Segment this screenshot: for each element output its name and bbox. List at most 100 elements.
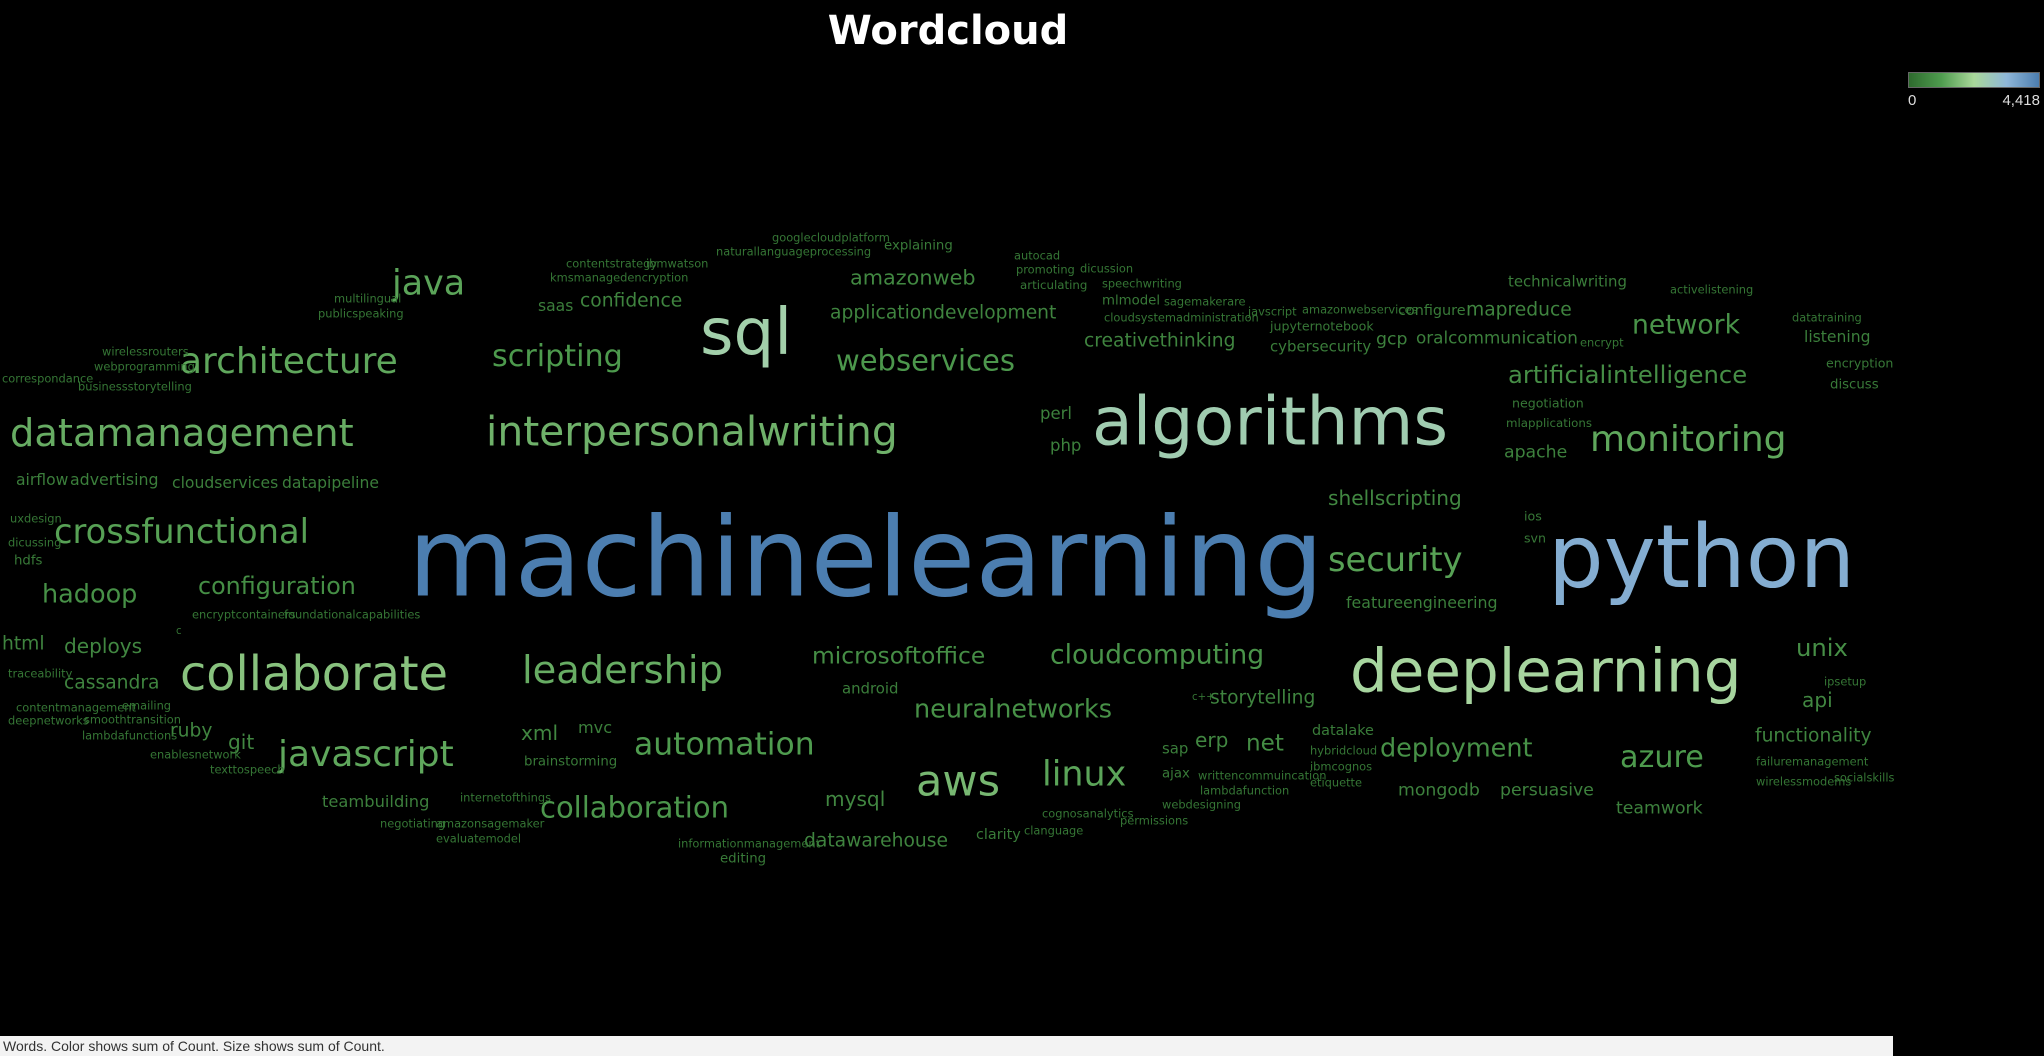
word-cloudservices[interactable]: cloudservices (172, 474, 279, 493)
word-dicussion[interactable]: dicussion (1080, 261, 1134, 276)
word-html[interactable]: html (2, 633, 45, 655)
word-ibmcognos[interactable]: ibmcognos (1310, 759, 1373, 774)
word-teambuilding[interactable]: teambuilding (322, 791, 430, 811)
word-net[interactable]: net (1246, 730, 1284, 757)
word-mongodb[interactable]: mongodb (1398, 780, 1480, 801)
word-php[interactable]: php (1050, 435, 1082, 455)
word-javascript[interactable]: javascript (278, 734, 454, 775)
word-etiquette[interactable]: etiquette (1310, 775, 1363, 790)
word-encryptcontainers[interactable]: encryptcontainers (192, 607, 296, 622)
word-uxdesign[interactable]: uxdesign (10, 511, 62, 526)
word-c-[interactable]: c++ (1192, 691, 1215, 703)
word-naturallanguageprocessing[interactable]: naturallanguageprocessing (716, 244, 872, 259)
word-saas[interactable]: saas (538, 297, 574, 316)
word-shellscripting[interactable]: shellscripting (1328, 485, 1462, 510)
word-lambdafunctions[interactable]: lambdafunctions (82, 728, 178, 743)
word-jupyternotebook[interactable]: jupyternotebook (1270, 318, 1374, 334)
word-texttospeech[interactable]: texttospeech (210, 762, 285, 777)
word-ruby[interactable]: ruby (170, 720, 213, 742)
word-cloudcomputing[interactable]: cloudcomputing (1050, 639, 1265, 671)
word-functionality[interactable]: functionality (1755, 725, 1872, 747)
word-webservices[interactable]: webservices (836, 343, 1015, 378)
word-cognosanalytics[interactable]: cognosanalytics (1042, 806, 1134, 821)
word-contentmanagement[interactable]: contentmanagement (16, 700, 136, 715)
word-deeplearning[interactable]: deeplearning (1350, 637, 1742, 707)
word-technicalwriting[interactable]: technicalwriting (1508, 272, 1627, 291)
word-crossfunctional[interactable]: crossfunctional (54, 512, 309, 552)
word-teamwork[interactable]: teamwork (1616, 798, 1703, 819)
word-listening[interactable]: listening (1804, 328, 1871, 347)
word-discuss[interactable]: discuss (1830, 377, 1879, 393)
word-clarity[interactable]: clarity (976, 826, 1021, 843)
word-java[interactable]: java (392, 263, 466, 304)
word-scripting[interactable]: scripting (492, 338, 623, 374)
word-activelistening[interactable]: activelistening (1670, 282, 1754, 297)
word-informationmanagement[interactable]: informationmanagement (678, 836, 821, 851)
word-webdesigning[interactable]: webdesigning (1162, 797, 1241, 812)
word-ipsetup[interactable]: ipsetup (1824, 674, 1867, 689)
word-smoothtransition[interactable]: smoothtransition (84, 712, 181, 727)
word-gcp[interactable]: gcp (1376, 329, 1408, 350)
word-autocad[interactable]: autocad (1014, 248, 1061, 263)
word-datawarehouse[interactable]: datawarehouse (804, 830, 948, 852)
word-monitoring[interactable]: monitoring (1590, 419, 1787, 460)
word-enablesnetwork[interactable]: enablesnetwork (150, 747, 241, 762)
word-leadership[interactable]: leadership (522, 647, 723, 693)
word-neuralnetworks[interactable]: neuralnetworks (914, 694, 1113, 725)
word-speechwriting[interactable]: speechwriting (1102, 276, 1182, 291)
word-xml[interactable]: xml (521, 720, 559, 745)
word-writtencommuincation[interactable]: writtencommuincation (1198, 768, 1327, 783)
word-multilingual[interactable]: multilingual (334, 291, 402, 306)
word-artificialintelligence[interactable]: artificialintelligence (1508, 359, 1748, 389)
word-configuration[interactable]: configuration (198, 572, 356, 601)
word-algorithms[interactable]: algorithms (1092, 382, 1449, 461)
word-hadoop[interactable]: hadoop (42, 579, 138, 610)
word-businessstorytelling[interactable]: businessstorytelling (78, 379, 192, 394)
word-automation[interactable]: automation (634, 726, 815, 763)
word-datatraining[interactable]: datatraining (1792, 310, 1862, 325)
word-git[interactable]: git (228, 729, 255, 754)
word-negotiation[interactable]: negotiation (1512, 395, 1584, 411)
word-api[interactable]: api (1802, 687, 1833, 712)
word-clanguage[interactable]: clanguage (1024, 823, 1084, 838)
word-mvc[interactable]: mvc (578, 717, 613, 737)
word-collaboration[interactable]: collaboration (540, 790, 729, 825)
word-kmsmanagedencryption[interactable]: kmsmanagedencryption (550, 270, 689, 285)
word-encrypt[interactable]: encrypt (1580, 335, 1624, 350)
word-lambdafunction[interactable]: lambdafunction (1200, 783, 1290, 798)
word-brainstorming[interactable]: brainstorming (524, 754, 618, 770)
word-javscript[interactable]: javscript (1248, 304, 1297, 319)
word-linux[interactable]: linux (1042, 754, 1127, 795)
word-python[interactable]: python (1548, 506, 1856, 609)
word-datamanagement[interactable]: datamanagement (10, 410, 354, 456)
word-architecture[interactable]: architecture (180, 341, 398, 382)
word-permissions[interactable]: permissions (1120, 813, 1189, 828)
word-cybersecurity[interactable]: cybersecurity (1270, 337, 1372, 356)
word-creativethinking[interactable]: creativethinking (1084, 330, 1236, 352)
word-mysql[interactable]: mysql (825, 786, 886, 811)
word-network[interactable]: network (1632, 309, 1740, 341)
word-airflow[interactable]: airflow (16, 471, 69, 490)
word-foundationalcapabilities[interactable]: foundationalcapabilities (284, 607, 421, 622)
word-collaborate[interactable]: collaborate (180, 647, 449, 703)
word-internetofthings[interactable]: internetofthings (460, 790, 552, 805)
word-ios[interactable]: ios (1524, 508, 1542, 524)
word-failuremanagement[interactable]: failuremanagement (1756, 754, 1869, 769)
word-hybridcloud[interactable]: hybridcloud (1310, 743, 1378, 758)
word-oralcommunication[interactable]: oralcommunication (1416, 327, 1578, 348)
word-correspondance[interactable]: correspondance (2, 371, 94, 386)
word-evaluatemodel[interactable]: evaluatemodel (436, 831, 522, 846)
word-articulating[interactable]: articulating (1020, 278, 1088, 293)
word-microsoftoffice[interactable]: microsoftoffice (812, 641, 986, 670)
word-dicussing[interactable]: dicussing (8, 535, 62, 550)
word-explaining[interactable]: explaining (884, 238, 953, 254)
word-amazonweb[interactable]: amazonweb (850, 265, 976, 290)
word-security[interactable]: security (1328, 540, 1463, 580)
word-advertising[interactable]: advertising (70, 470, 159, 490)
word-android[interactable]: android (842, 679, 899, 698)
word-wirelessrouters[interactable]: wirelessrouters (102, 344, 189, 359)
word-mapreduce[interactable]: mapreduce (1466, 299, 1572, 321)
word-c[interactable]: c (176, 625, 182, 637)
word-ajax[interactable]: ajax (1162, 766, 1190, 782)
word-socialskills[interactable]: socialskills (1834, 770, 1895, 785)
